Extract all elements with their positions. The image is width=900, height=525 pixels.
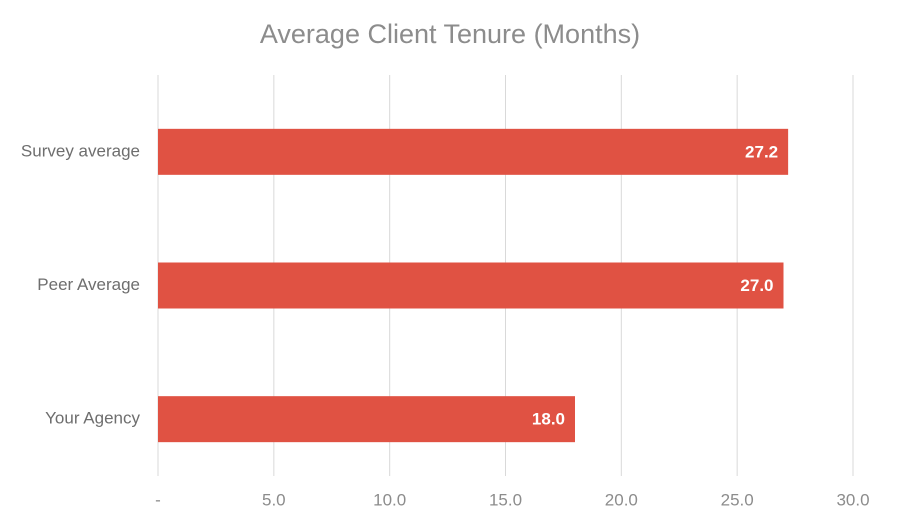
x-tick-label: 20.0 bbox=[605, 490, 638, 509]
value-label: 18.0 bbox=[532, 410, 565, 429]
x-tick-label: 10.0 bbox=[373, 490, 406, 509]
x-tick-label: 30.0 bbox=[836, 490, 869, 509]
x-tick-label: 5.0 bbox=[262, 490, 286, 509]
x-tick-label: 25.0 bbox=[721, 490, 754, 509]
bar bbox=[158, 262, 784, 309]
value-label: 27.0 bbox=[740, 276, 773, 295]
value-label: 27.2 bbox=[745, 142, 778, 161]
x-tick-label: - bbox=[155, 490, 161, 509]
x-tick-label: 15.0 bbox=[489, 490, 522, 509]
bar bbox=[158, 128, 789, 175]
chart-title: Average Client Tenure (Months) bbox=[260, 19, 640, 49]
y-tick-label: Peer Average bbox=[37, 275, 140, 294]
y-tick-label: Your Agency bbox=[45, 409, 140, 428]
y-tick-label: Survey average bbox=[21, 141, 140, 160]
bar bbox=[158, 396, 575, 443]
